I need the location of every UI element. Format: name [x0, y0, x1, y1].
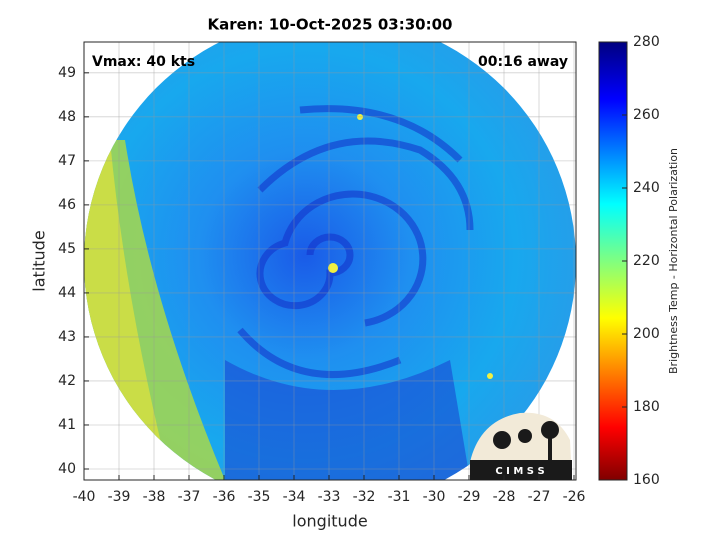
y-tick-label: 48	[58, 109, 76, 125]
annotation: Vmax: 40 kts	[92, 54, 195, 70]
colorbar-tick-label: 240	[633, 180, 660, 196]
x-tick-label: -27	[528, 489, 551, 505]
x-tick-label: -31	[388, 489, 411, 505]
annotation: 00:16 away	[478, 54, 568, 70]
logo-text: C I M S S	[495, 466, 544, 477]
x-tick-label: -36	[213, 489, 236, 505]
y-tick-label: 40	[58, 461, 76, 477]
colorbar-tick-label: 160	[633, 472, 660, 488]
x-tick-label: -30	[423, 489, 446, 505]
swath-image	[84, 42, 576, 480]
y-tick-label: 43	[58, 329, 76, 345]
chart-title: Karen: 10-Oct-2025 03:30:00	[208, 16, 453, 34]
axes-box	[83, 41, 577, 481]
x-tick-label: -33	[318, 489, 341, 505]
x-tick-label: -37	[178, 489, 201, 505]
y-tick-label: 46	[58, 197, 76, 213]
x-axis-label: longitude	[292, 512, 367, 531]
x-tick-label: -26	[563, 489, 586, 505]
colorbar-label: Brightness Temp - Horizontal Polarizatio…	[667, 148, 680, 374]
x-tick-label: -35	[248, 489, 271, 505]
x-tick-label: -40	[73, 489, 96, 505]
y-tick-label: 47	[58, 153, 76, 169]
y-axis-label: latitude	[30, 230, 49, 291]
x-tick-label: -28	[493, 489, 516, 505]
cimss-logo: C I M S S	[470, 412, 572, 480]
x-tick-label: -38	[143, 489, 166, 505]
colorbar-tick-label: 180	[633, 399, 660, 415]
colorbar-tick-label: 200	[633, 326, 660, 342]
x-tick-label: -29	[458, 489, 481, 505]
y-tick-label: 49	[58, 65, 76, 81]
x-tick-label: -34	[283, 489, 306, 505]
x-tick-label: -39	[108, 489, 131, 505]
x-tick-label: -32	[353, 489, 376, 505]
colorbar-tick-label: 260	[633, 107, 660, 123]
y-tick-label: 44	[58, 285, 76, 301]
y-tick-label: 45	[58, 241, 76, 257]
colorbar-tick-label: 280	[633, 34, 660, 50]
y-tick-label: 42	[58, 373, 76, 389]
colorbar-tick-label: 220	[633, 253, 660, 269]
y-tick-label: 41	[58, 417, 76, 433]
